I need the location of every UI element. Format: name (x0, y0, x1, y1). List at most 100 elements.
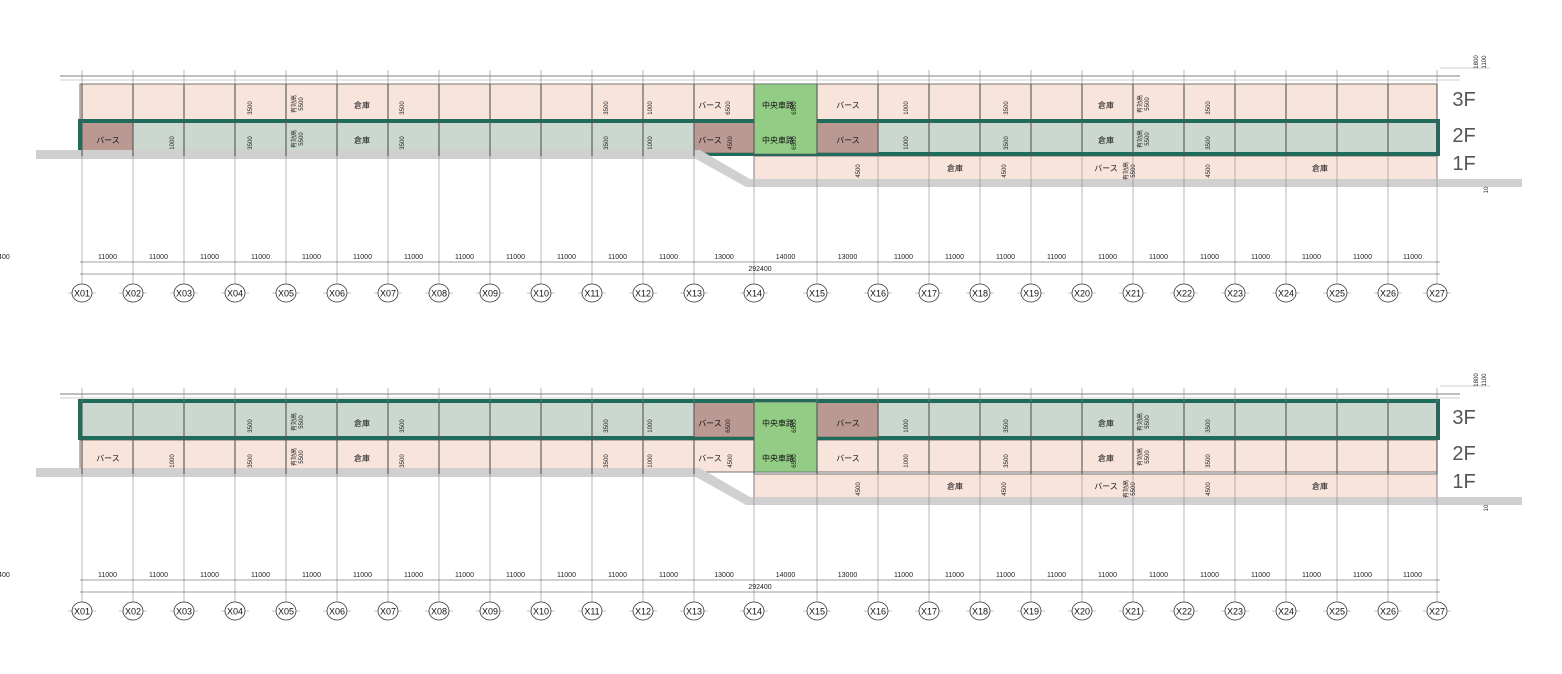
axis-label-x04: X04 (227, 607, 243, 617)
vertical-dim: 6500 (792, 419, 798, 433)
vertical-dim: 3500 (248, 454, 254, 468)
span-dim-value: 11000 (1047, 254, 1066, 261)
room-label-berth: バース (698, 419, 722, 428)
span-dim-value: 11000 (1200, 254, 1219, 261)
axis-label-x26: X26 (1380, 607, 1396, 617)
berth-block (694, 123, 754, 153)
span-dim-value: 11000 (506, 572, 525, 579)
vertical-dim: 1000 (170, 454, 176, 468)
floor-1f-band (753, 155, 1438, 183)
axis-bubble (918, 601, 940, 621)
vertical-dim: 3500 (1004, 454, 1010, 468)
vertical-dim: 4500 (728, 136, 734, 150)
span-dim-value: 11000 (1353, 254, 1372, 261)
span-dim-value: 14000 (776, 572, 796, 579)
span-dim-value: 11000 (302, 572, 321, 579)
axis-label-x27: X27 (1429, 289, 1445, 299)
axis-label-x22: X22 (1176, 607, 1192, 617)
axis-bubble (1326, 601, 1348, 621)
span-dim-value: 11000 (353, 572, 372, 579)
floor-label-1f: 1F (1452, 153, 1475, 175)
effective-height-value: 5500 (299, 450, 305, 464)
span-dim-value: 11000 (608, 254, 627, 261)
span-dim-value: 11000 (557, 572, 576, 579)
effective-height-label: 有効高 (290, 413, 298, 431)
vertical-dim: 4500 (1206, 482, 1212, 496)
axis-bubble (1173, 601, 1195, 621)
axis-bubble (71, 283, 93, 303)
axis-bubble (969, 283, 991, 303)
room-label-berth: バース (1094, 482, 1118, 491)
axis-label-x18: X18 (972, 289, 988, 299)
effective-height-value: 5500 (1145, 415, 1151, 429)
total-length-value: 292400 (748, 584, 771, 591)
room-label-warehouse: 倉庫 (1098, 135, 1114, 145)
span-dim-value: 10400 (0, 254, 10, 261)
room-label-warehouse: 倉庫 (1098, 453, 1114, 463)
vertical-dim: 3500 (248, 136, 254, 150)
effective-height-label: 有効高 (290, 448, 298, 466)
span-dim-value: 10400 (0, 572, 10, 579)
axis-bubble (867, 283, 889, 303)
axis-label-x23: X23 (1227, 289, 1243, 299)
span-dim-value: 11000 (455, 572, 474, 579)
vertical-dim: 1000 (648, 136, 654, 150)
axis-bubble (428, 601, 450, 621)
axis-label-x13: X13 (686, 607, 702, 617)
dim-label: 1100 (1482, 373, 1488, 387)
axis-bubble (1020, 283, 1042, 303)
elevation-panel-1: 1800 11003F2F1Fバース倉庫倉庫バースバース中央車路中央車路バースバー… (0, 55, 1522, 303)
effective-height-value: 5500 (299, 97, 305, 111)
axis-label-x20: X20 (1074, 289, 1090, 299)
axis-bubble (428, 283, 450, 303)
axis-label-x25: X25 (1329, 289, 1345, 299)
axis-bubble (377, 283, 399, 303)
axis-bubble (224, 283, 246, 303)
vertical-dim: 4500 (728, 454, 734, 468)
floor-label-2f: 2F (1452, 125, 1475, 147)
central-ramp (753, 401, 818, 473)
vertical-dim: 3500 (604, 419, 610, 433)
span-dim-value: 11000 (1353, 572, 1372, 579)
effective-height-label: 有効高 (1122, 162, 1130, 180)
axis-label-x15: X15 (809, 607, 825, 617)
span-dim-value: 11000 (996, 254, 1015, 261)
span-dim-value: 11000 (1403, 572, 1422, 579)
axis-bubble (1071, 601, 1093, 621)
floor-label-3f: 3F (1452, 89, 1475, 111)
axis-label-x17: X17 (921, 289, 937, 299)
axis-bubble (581, 601, 603, 621)
span-dim-value: 11000 (302, 254, 321, 261)
axis-label-x17: X17 (921, 607, 937, 617)
axis-bubble (1377, 601, 1399, 621)
axis-label-x04: X04 (227, 289, 243, 299)
span-dim-value: 11000 (98, 254, 117, 261)
vertical-dim: 3500 (604, 101, 610, 115)
axis-bubble (530, 601, 552, 621)
vertical-dim: 3500 (1206, 454, 1212, 468)
vertical-dim: 3500 (400, 101, 406, 115)
axis-label-x24: X24 (1278, 607, 1294, 617)
berth-block (817, 123, 878, 153)
axis-label-x21: X21 (1125, 289, 1141, 299)
vertical-dim: 1000 (648, 454, 654, 468)
span-dim-value: 11000 (945, 254, 964, 261)
axis-bubble (530, 283, 552, 303)
room-label-warehouse: 倉庫 (1312, 163, 1328, 173)
effective-height-label: 有効高 (290, 130, 298, 148)
room-label-warehouse: 倉庫 (354, 100, 370, 110)
axis-label-x07: X07 (380, 289, 396, 299)
axis-label-x19: X19 (1023, 289, 1039, 299)
axis-bubble (122, 601, 144, 621)
span-dim-value: 11000 (1098, 572, 1117, 579)
span-dim-value: 11000 (1251, 254, 1270, 261)
vertical-dim: 1000 (904, 454, 910, 468)
vertical-dim: 3500 (604, 136, 610, 150)
axis-bubble (1224, 283, 1246, 303)
vertical-dim: 3500 (1206, 419, 1212, 433)
span-dim-value: 11000 (149, 572, 168, 579)
floor-label-3f: 3F (1452, 407, 1475, 429)
axis-bubble (275, 601, 297, 621)
span-dim-value: 13000 (714, 254, 734, 261)
span-dim-value: 11000 (1302, 254, 1321, 261)
